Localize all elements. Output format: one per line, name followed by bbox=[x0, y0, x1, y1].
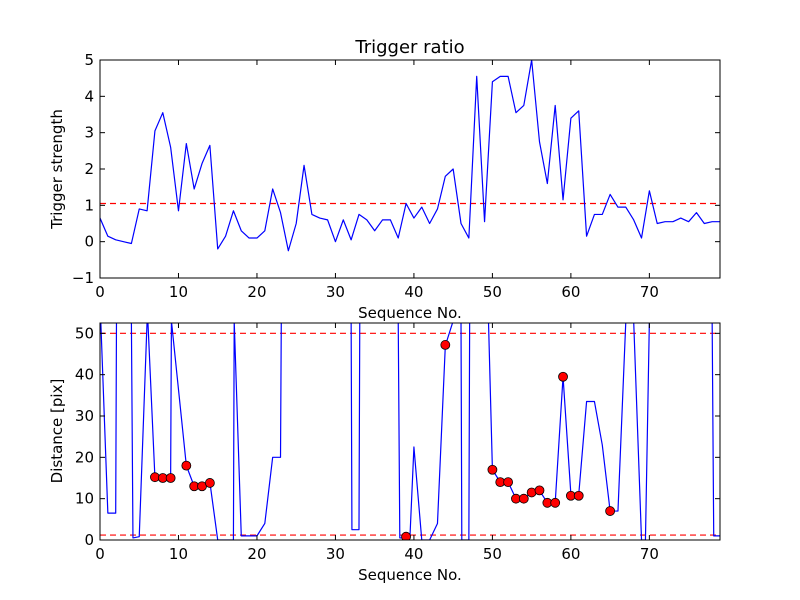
y-tick-label: 0 bbox=[84, 233, 94, 251]
series-line bbox=[100, 323, 720, 540]
x-axis-label: Sequence No. bbox=[358, 304, 462, 322]
series-markers bbox=[150, 340, 616, 540]
series-distance bbox=[100, 323, 720, 540]
data-point bbox=[165, 473, 176, 483]
x-axis-label: Sequence No. bbox=[358, 566, 462, 584]
data-point bbox=[558, 371, 568, 382]
chart-distance: 0 10 20 30 40 50 60 70 0 10 20 30 40 50 Sequence No.… bbox=[48, 322, 721, 584]
y-tick-label: 2 bbox=[84, 160, 94, 178]
data-point bbox=[518, 493, 529, 504]
x-axis-ticks: 0 10 20 30 40 50 60 70 bbox=[95, 60, 659, 301]
y-axis-ticks: 0 10 20 30 40 50 bbox=[75, 324, 720, 549]
x-tick-label: 20 bbox=[247, 545, 266, 563]
data-point bbox=[204, 478, 215, 488]
x-axis-ticks: 0 10 20 30 40 50 60 70 bbox=[95, 323, 659, 563]
y-tick-label: −1 bbox=[72, 269, 94, 287]
data-point bbox=[573, 490, 584, 501]
x-tick-label: 30 bbox=[326, 545, 345, 563]
x-tick-label: 60 bbox=[561, 283, 580, 301]
data-point bbox=[440, 340, 451, 350]
x-tick-label: 40 bbox=[404, 283, 423, 301]
x-tick-label: 40 bbox=[404, 545, 423, 563]
y-tick-label: 5 bbox=[84, 51, 94, 69]
x-tick-label: 0 bbox=[95, 283, 105, 301]
y-axis-ticks: −1 0 1 2 3 4 5 bbox=[72, 51, 720, 287]
x-tick-label: 60 bbox=[561, 545, 580, 563]
x-tick-label: 50 bbox=[483, 545, 502, 563]
x-tick-label: 70 bbox=[640, 545, 659, 563]
y-axis-label: Trigger strength bbox=[48, 109, 66, 230]
series-trigger-strength bbox=[100, 60, 720, 252]
x-tick-label: 10 bbox=[169, 545, 188, 563]
chart-title: Trigger ratio bbox=[354, 37, 464, 58]
y-axis-label: Distance [pix] bbox=[48, 379, 66, 484]
y-tick-label: 4 bbox=[84, 87, 94, 105]
y-tick-label: 10 bbox=[75, 490, 94, 508]
data-point bbox=[534, 485, 545, 496]
x-tick-label: 70 bbox=[640, 283, 659, 301]
x-tick-label: 30 bbox=[326, 283, 345, 301]
y-tick-label: 30 bbox=[75, 407, 94, 425]
x-tick-label: 50 bbox=[483, 283, 502, 301]
data-point bbox=[550, 497, 561, 508]
series-line bbox=[100, 60, 720, 252]
data-point bbox=[401, 531, 411, 540]
x-tick-label: 10 bbox=[169, 283, 188, 301]
x-tick-label: 0 bbox=[95, 545, 105, 563]
plot-frame bbox=[99, 322, 721, 541]
y-tick-label: 3 bbox=[84, 124, 94, 142]
y-tick-label: 20 bbox=[75, 448, 94, 466]
data-point bbox=[503, 477, 514, 488]
data-point bbox=[605, 506, 616, 516]
data-point bbox=[181, 460, 192, 471]
y-tick-label: 50 bbox=[75, 324, 94, 342]
y-tick-label: 40 bbox=[75, 366, 94, 384]
data-point bbox=[487, 464, 498, 475]
x-tick-label: 20 bbox=[247, 283, 266, 301]
y-tick-label: 1 bbox=[84, 196, 94, 214]
y-tick-label: 0 bbox=[84, 531, 94, 549]
